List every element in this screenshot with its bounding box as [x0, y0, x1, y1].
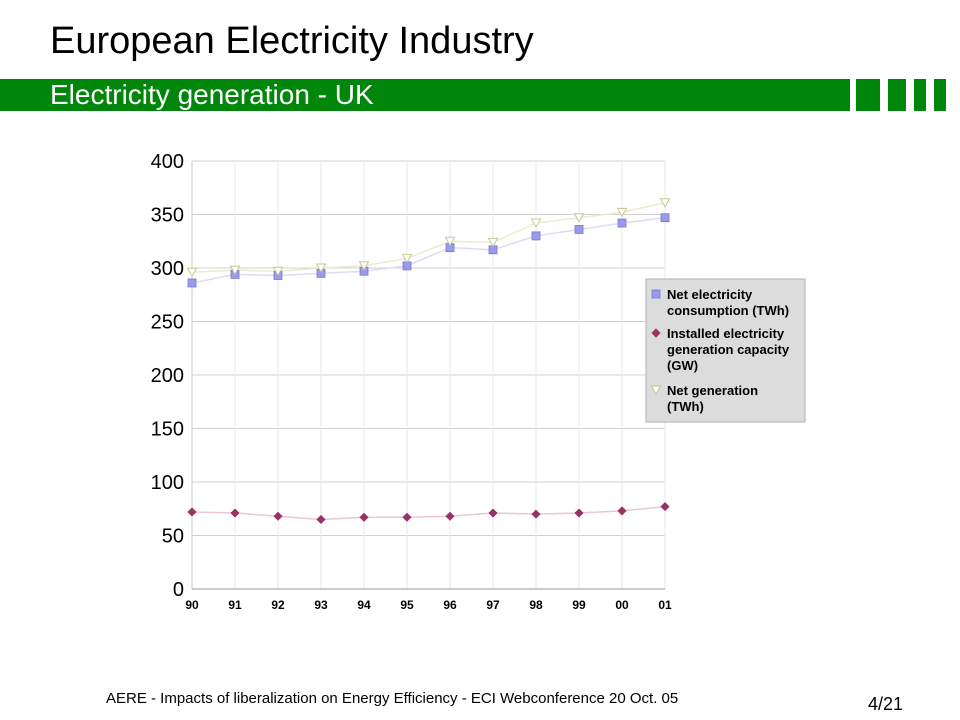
data-point	[315, 263, 327, 274]
data-point	[574, 508, 584, 518]
y-tick-label: 350	[151, 205, 184, 227]
data-point	[487, 237, 499, 248]
y-tick-label: 50	[162, 526, 184, 548]
data-point	[316, 514, 326, 525]
decor-block	[934, 79, 946, 111]
decor-block	[888, 79, 906, 111]
data-point	[574, 225, 584, 234]
data-point	[187, 507, 197, 517]
data-point	[531, 509, 541, 519]
x-tick-label: 99	[572, 598, 586, 612]
data-point	[573, 213, 585, 223]
decor-block	[914, 79, 926, 111]
data-point	[530, 218, 542, 229]
data-point	[488, 508, 498, 518]
x-tick-label: 00	[615, 598, 629, 612]
page-title: European Electricity Industry	[50, 20, 534, 62]
y-tick-label: 200	[151, 365, 184, 387]
legend-marker	[651, 289, 661, 299]
legend-label: Net generation	[667, 383, 758, 398]
y-tick-label: 150	[151, 419, 184, 441]
x-tick-label: 98	[529, 598, 543, 612]
data-point	[617, 218, 627, 228]
legend-label: Installed electricity	[667, 326, 785, 341]
footer-text: AERE - Impacts of liberalization on Ener…	[106, 690, 679, 707]
legend-label: Net electricity	[667, 287, 753, 302]
data-point	[187, 278, 197, 288]
x-tick-label: 96	[443, 598, 457, 612]
data-point	[401, 253, 413, 264]
y-tick-label: 300	[151, 258, 184, 280]
data-point	[186, 267, 198, 278]
x-tick-label: 92	[271, 598, 285, 612]
data-point	[616, 207, 628, 218]
x-tick-label: 90	[185, 598, 199, 612]
data-point	[273, 511, 283, 521]
legend-marker	[651, 328, 661, 338]
data-point	[229, 265, 241, 276]
legend-label: consumption (TWh)	[667, 303, 789, 318]
data-point	[659, 198, 671, 208]
series-line	[191, 201, 666, 274]
legend-marker	[650, 385, 662, 396]
page-number: 4/21	[868, 694, 904, 714]
data-point	[660, 502, 670, 512]
x-tick-label: 91	[228, 598, 242, 612]
data-point	[359, 512, 369, 522]
y-tick-label: 100	[151, 472, 184, 494]
page-subtitle: Electricity generation - UK	[50, 79, 374, 110]
data-point	[660, 213, 670, 223]
data-point	[230, 508, 240, 518]
data-point	[617, 506, 627, 516]
x-tick-label: 94	[357, 598, 371, 612]
y-tick-label: 0	[173, 579, 184, 601]
data-point	[444, 236, 456, 247]
legend-label: generation capacity	[667, 342, 790, 357]
y-tick-label: 400	[151, 151, 184, 173]
series-line	[191, 216, 666, 284]
x-tick-label: 01	[658, 598, 672, 612]
data-point	[272, 266, 284, 277]
y-tick-label: 250	[151, 312, 184, 334]
decor-block	[856, 79, 880, 111]
x-tick-label: 93	[314, 598, 328, 612]
legend-label: (GW)	[667, 358, 698, 373]
data-point	[402, 512, 412, 522]
data-point	[445, 511, 455, 521]
legend-box	[645, 278, 806, 423]
x-tick-label: 97	[486, 598, 500, 612]
series-line	[191, 505, 666, 521]
data-point	[358, 261, 370, 271]
data-point	[531, 231, 541, 241]
legend-label: (TWh)	[667, 399, 704, 414]
x-tick-label: 95	[400, 598, 414, 612]
subtitle-bar: Electricity generation - UK	[0, 79, 850, 111]
